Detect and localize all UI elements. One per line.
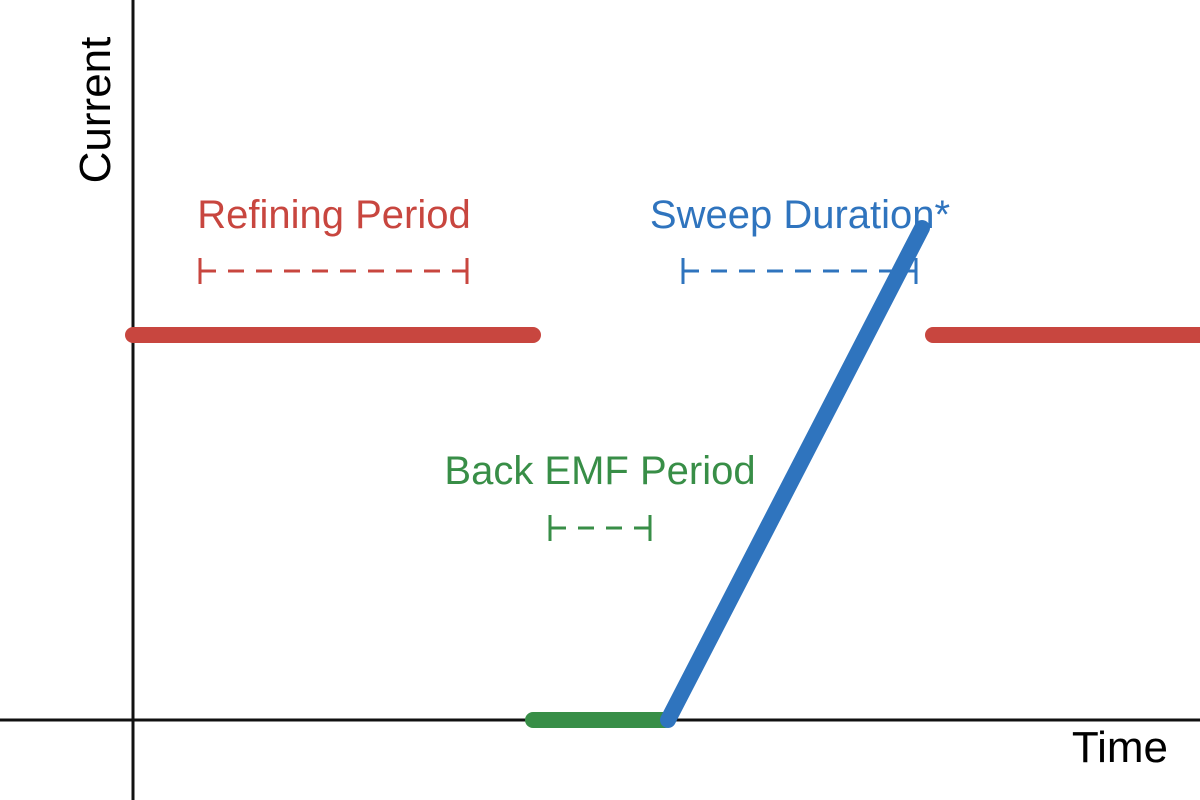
refining-period-label: Refining Period — [197, 193, 471, 237]
refining-period-span-marker — [198, 258, 469, 284]
y-axis-label: Current — [71, 37, 120, 184]
sweep-ramp-segment — [660, 220, 930, 728]
sweep-duration-span-marker — [681, 258, 918, 284]
x-axis-label: Time — [1072, 723, 1168, 772]
sweep-duration-label: Sweep Duration* — [650, 193, 950, 237]
back-emf-period-label: Back EMF Period — [444, 449, 755, 493]
back-emf-period-span-marker — [548, 515, 652, 541]
